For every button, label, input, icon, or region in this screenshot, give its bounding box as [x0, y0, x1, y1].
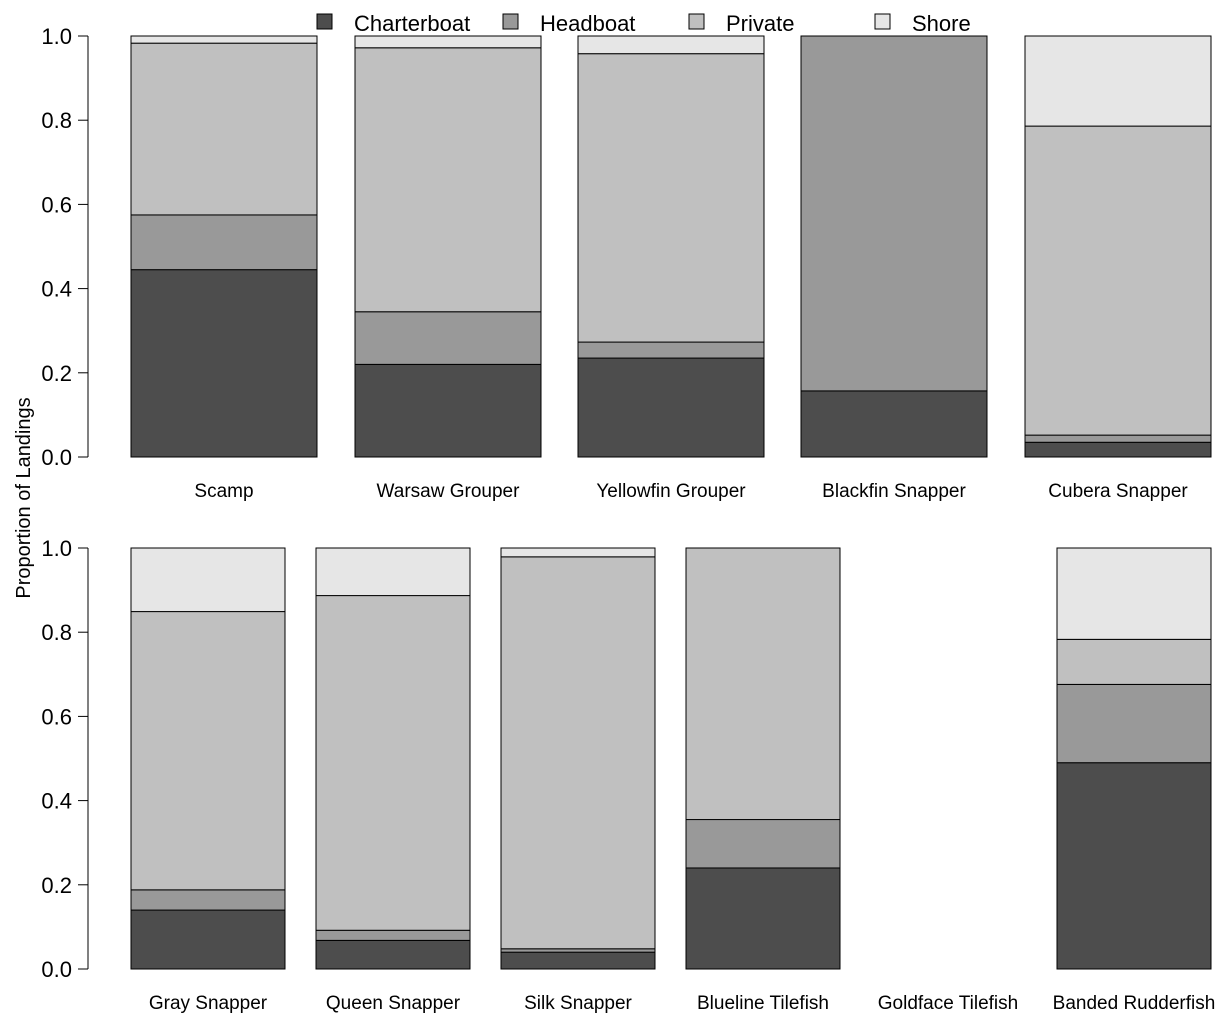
bar-segment-scamp-charterboat [130, 269, 318, 458]
bar-segment-blueline-tilefish-headboat [685, 819, 841, 869]
bar-segment-warsaw-grouper-private [354, 47, 542, 313]
y-axis-title: Proportion of Landings [13, 397, 35, 598]
bar-segment-silk-snapper-shore [500, 547, 656, 558]
bar-segment-yellowfin-grouper-headboat [577, 341, 765, 359]
bar-segment-cubera-snapper-shore [1024, 35, 1212, 127]
category-label: Scamp [194, 481, 253, 502]
legend-label: Headboat [540, 11, 635, 36]
bar-segment-banded-rudderfish-headboat [1056, 683, 1212, 764]
bar-segment-queen-snapper-shore [315, 547, 471, 597]
bar-segment-queen-snapper-charterboat [315, 939, 471, 970]
bar-segment-silk-snapper-headboat [500, 948, 656, 953]
bar-segment-cubera-snapper-headboat [1024, 434, 1212, 443]
category-label: Queen Snapper [326, 993, 461, 1014]
bar-segment-warsaw-grouper-shore [354, 35, 542, 49]
category-label: Banded Rudderfish [1053, 993, 1216, 1014]
y-tick-label: 0.2 [41, 361, 72, 386]
bar-segment-scamp-shore [130, 35, 318, 44]
y-tick-label: 0.0 [41, 445, 72, 470]
bar-segment-blackfin-snapper-headboat [800, 35, 988, 392]
bar-silk-snapper [500, 547, 656, 970]
bar-segment-cubera-snapper-private [1024, 125, 1212, 436]
bar-blackfin-snapper [800, 35, 988, 458]
y-tick-label: 0.8 [41, 620, 72, 645]
legend-swatch [316, 13, 333, 30]
bar-segment-silk-snapper-charterboat [500, 951, 656, 970]
bar-queen-snapper [315, 547, 471, 970]
y-tick-label: 0.6 [41, 704, 72, 729]
legend: Charterboat Headboat Private Shore [316, 11, 971, 36]
legend-label: Shore [912, 11, 971, 36]
y-tick-label: 0.6 [41, 192, 72, 217]
bar-segment-gray-snapper-shore [130, 547, 286, 613]
bar-segment-banded-rudderfish-charterboat [1056, 762, 1212, 970]
bar-scamp [130, 35, 318, 458]
bar-segment-yellowfin-grouper-charterboat [577, 357, 765, 458]
bar-segment-silk-snapper-private [500, 556, 656, 950]
y-tick-label: 1.0 [41, 536, 72, 561]
category-label: Goldface Tilefish [878, 993, 1018, 1014]
bar-segment-yellowfin-grouper-shore [577, 35, 765, 55]
category-label: Cubera Snapper [1048, 481, 1188, 502]
legend-swatch [502, 13, 519, 30]
legend-swatch [874, 13, 891, 30]
top-panel: 0.0 0.2 0.4 0.6 0.8 1.0 Scamp Warsaw Grouper Yel… [41, 24, 1212, 502]
bar-segment-scamp-private [130, 42, 318, 216]
category-label: Yellowfin Grouper [596, 481, 746, 502]
bar-segment-gray-snapper-charterboat [130, 909, 286, 970]
legend-label: Charterboat [354, 11, 470, 36]
y-tick-label: 0.0 [41, 957, 72, 982]
bar-segment-warsaw-grouper-charterboat [354, 363, 542, 458]
category-label: Gray Snapper [149, 993, 268, 1014]
legend-label: Private [726, 11, 794, 36]
legend-swatch [688, 13, 705, 30]
legend-item-charterboat: Charterboat [316, 11, 470, 36]
legend-item-headboat: Headboat [502, 11, 635, 36]
bar-segment-scamp-headboat [130, 214, 318, 271]
bar-segment-warsaw-grouper-headboat [354, 311, 542, 365]
bar-segment-cubera-snapper-charterboat [1024, 441, 1212, 458]
bottom-panel: 0.0 0.2 0.4 0.6 0.8 1.0 Gray Snapper Queen Snap… [41, 536, 1215, 1014]
category-label: Silk Snapper [524, 993, 632, 1014]
bar-yellowfin-grouper [577, 35, 765, 458]
y-tick-label: 0.4 [41, 277, 72, 302]
bar-segment-banded-rudderfish-private [1056, 638, 1212, 685]
bar-gray-snapper [130, 547, 286, 970]
bar-segment-queen-snapper-private [315, 595, 471, 931]
legend-item-private: Private [688, 11, 794, 36]
bar-segment-queen-snapper-headboat [315, 929, 471, 941]
bar-cubera-snapper [1024, 35, 1212, 458]
bar-segment-gray-snapper-private [130, 611, 286, 891]
bar-segment-blueline-tilefish-private [685, 547, 841, 821]
category-label: Blackfin Snapper [822, 481, 966, 502]
bar-segment-banded-rudderfish-shore [1056, 547, 1212, 640]
bar-segment-yellowfin-grouper-private [577, 53, 765, 343]
y-tick-label: 0.8 [41, 108, 72, 133]
bar-segment-blackfin-snapper-charterboat [800, 390, 988, 458]
bar-segment-gray-snapper-headboat [130, 889, 286, 911]
bar-warsaw-grouper [354, 35, 542, 458]
y-tick-label: 0.2 [41, 873, 72, 898]
legend-item-shore: Shore [874, 11, 971, 36]
bar-banded-rudderfish [1056, 547, 1212, 970]
bar-segment-blueline-tilefish-charterboat [685, 867, 841, 970]
y-tick-label: 1.0 [41, 24, 72, 49]
y-tick-label: 0.4 [41, 789, 72, 814]
category-label: Warsaw Grouper [377, 481, 521, 502]
bar-blueline-tilefish [685, 547, 841, 970]
category-label: Blueline Tilefish [697, 993, 829, 1014]
